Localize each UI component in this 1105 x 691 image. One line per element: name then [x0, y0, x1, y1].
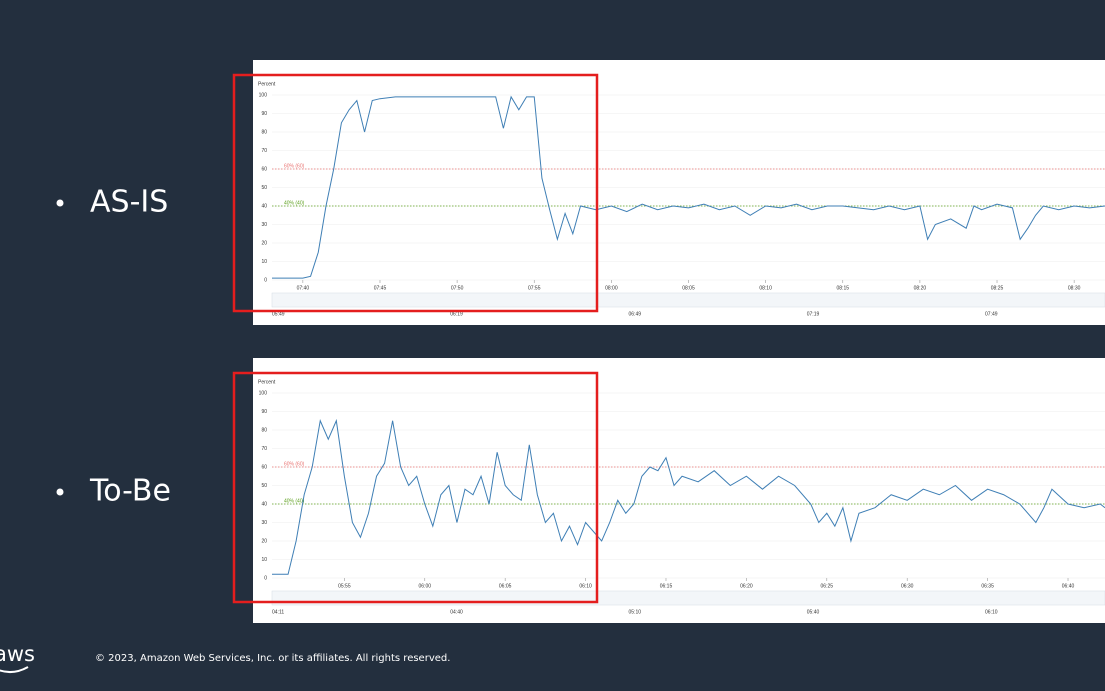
x-tick-label: 07:45: [374, 285, 387, 291]
x-tick-label: 08:20: [914, 285, 927, 291]
navigator-label: 04:11: [272, 609, 284, 615]
x-tick-label: 08:30: [1068, 285, 1081, 291]
x-tick-label: 08:10: [759, 285, 772, 291]
chart-background: [253, 60, 1105, 325]
x-tick-label: 05:55: [338, 583, 351, 589]
navigator-label: 07:19: [807, 311, 820, 317]
x-tick-label: 08:15: [837, 285, 850, 291]
y-axis-label: Percent: [258, 379, 276, 385]
y-tick-label: 50: [261, 483, 267, 489]
highlight-box: [232, 73, 599, 313]
bullet-dot: [56, 199, 64, 207]
chart-panel: Percent 0 10 20 30 40 50 60 70 80 90 100 07:40 07:45 0…: [253, 60, 1105, 325]
y-tick-label: 20: [261, 240, 267, 246]
navigator-label: 06:10: [985, 609, 998, 615]
x-tick-label: 06:15: [660, 583, 673, 589]
threshold-label: 40% (40): [284, 498, 305, 504]
y-tick-label: 70: [261, 148, 267, 154]
x-tick-label: 07:50: [451, 285, 464, 291]
x-tick-label: 06:30: [901, 583, 914, 589]
y-tick-label: 60: [261, 166, 267, 172]
y-tick-label: 80: [261, 427, 267, 433]
logo-smile: [0, 666, 29, 673]
chart-panel: Percent 0 10 20 30 40 50 60 70 80 90 100 05:55 06:00 0…: [253, 358, 1105, 623]
y-tick-label: 30: [261, 222, 267, 228]
y-tick-label: 80: [261, 129, 267, 135]
y-tick-label: 10: [261, 557, 267, 563]
y-tick-label: 0: [264, 277, 267, 283]
x-tick-label: 06:40: [1062, 583, 1075, 589]
navigator: [271, 292, 1105, 308]
y-tick-label: 20: [261, 538, 267, 544]
x-tick-label: 06:10: [579, 583, 592, 589]
y-tick-label: 40: [261, 501, 267, 507]
navigator-label: 05:40: [807, 609, 820, 615]
chart-background: [253, 358, 1105, 623]
bullet-text: AS-IS: [90, 185, 168, 220]
footer: © 2023, Amazon Web Services, Inc. or its…: [95, 653, 450, 664]
y-tick-label: 50: [261, 185, 267, 191]
x-tick-label: 06:25: [821, 583, 834, 589]
x-tick-label: 08:05: [682, 285, 695, 291]
highlight-box: [232, 371, 599, 604]
x-tick-label: 06:35: [981, 583, 994, 589]
x-tick-label: 08:25: [991, 285, 1004, 291]
navigator-label: 06:49: [629, 311, 642, 317]
data-line: [272, 418, 1105, 575]
navigator-label: 05:49: [272, 311, 285, 317]
threshold-label: 60% (60): [284, 461, 305, 467]
x-tick-label: 07:55: [528, 285, 541, 291]
x-tick-label: 07:40: [297, 285, 310, 291]
data-line: [272, 95, 1105, 279]
bullet-text: To-Be: [89, 474, 171, 509]
x-tick-label: 06:20: [740, 583, 753, 589]
logo: aws: [0, 642, 35, 666]
y-tick-label: 10: [261, 259, 267, 265]
y-tick-label: 90: [261, 111, 267, 117]
y-tick-label: 100: [259, 92, 268, 98]
y-tick-label: 90: [261, 409, 267, 415]
x-tick-label: 06:00: [419, 583, 432, 589]
bullet-dot: [56, 488, 64, 496]
y-tick-label: 40: [261, 203, 267, 209]
navigator-label: 06:19: [450, 311, 463, 317]
y-tick-label: 0: [264, 575, 267, 581]
y-tick-label: 30: [261, 520, 267, 526]
threshold-label: 40% (40): [284, 200, 305, 206]
y-axis-label: Percent: [258, 81, 276, 87]
navigator-label: 05:10: [629, 609, 642, 615]
y-tick-label: 100: [259, 390, 268, 396]
x-tick-label: 08:00: [605, 285, 618, 291]
threshold-label: 60% (60): [284, 163, 305, 169]
y-tick-label: 60: [261, 464, 267, 470]
navigator-label: 04:40: [450, 609, 463, 615]
x-tick-label: 06:05: [499, 583, 512, 589]
y-tick-label: 70: [261, 446, 267, 452]
navigator-label: 07:49: [985, 311, 998, 317]
